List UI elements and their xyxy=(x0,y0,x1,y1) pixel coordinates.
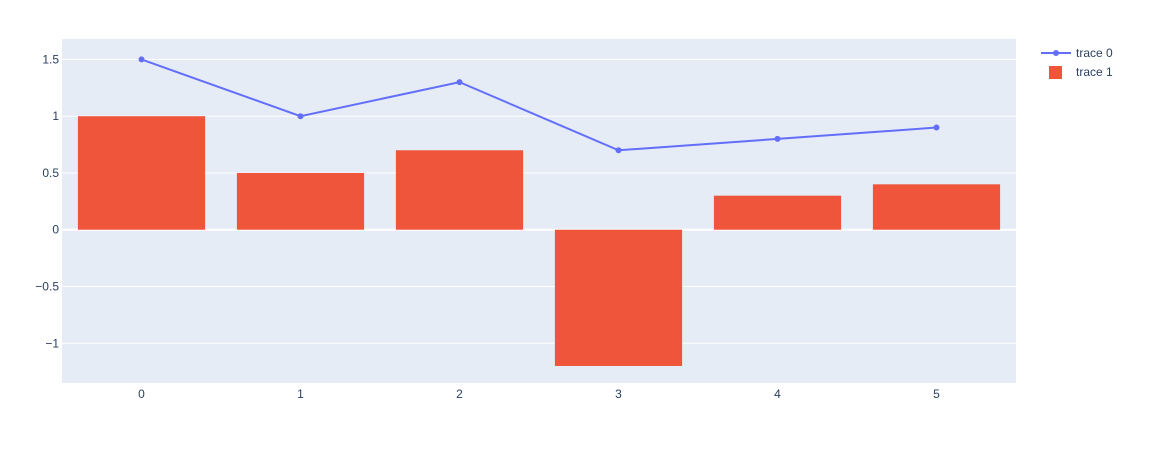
line-point xyxy=(774,135,781,142)
x-tick-label: 5 xyxy=(933,387,940,401)
legend-bar-swatch xyxy=(1049,66,1062,79)
line-point xyxy=(297,113,304,120)
y-tick-label: −0.5 xyxy=(35,279,59,293)
line-series xyxy=(138,56,940,154)
bar-series xyxy=(77,116,1001,366)
x-tick-label: 4 xyxy=(774,387,781,401)
y-tick-label: 1 xyxy=(52,109,59,123)
y-tick-label: −1 xyxy=(45,336,59,350)
x-tick-label: 2 xyxy=(456,387,463,401)
line-point xyxy=(615,147,622,154)
bar xyxy=(713,195,842,230)
y-tick-label: 1.5 xyxy=(42,52,59,66)
line-point xyxy=(933,124,940,131)
legend[interactable]: trace 0 trace 1 xyxy=(1041,46,1113,79)
legend-item-trace-1[interactable]: trace 1 xyxy=(1049,65,1113,79)
y-tick-label: 0.5 xyxy=(42,166,59,180)
legend-marker-swatch xyxy=(1053,50,1059,56)
legend-label: trace 0 xyxy=(1076,46,1113,60)
y-tick-label: 0 xyxy=(52,223,59,237)
bar xyxy=(77,116,206,230)
x-tick-label: 1 xyxy=(297,387,304,401)
line-point xyxy=(456,79,463,86)
line-point xyxy=(138,56,145,63)
bar xyxy=(554,229,683,366)
bar xyxy=(395,150,524,230)
legend-item-trace-0[interactable]: trace 0 xyxy=(1041,46,1113,60)
bar xyxy=(236,172,365,230)
bar xyxy=(872,184,1001,230)
plot-area xyxy=(62,39,1016,383)
legend-label: trace 1 xyxy=(1076,65,1113,79)
x-tick-label: 0 xyxy=(138,387,145,401)
series-line xyxy=(141,58,937,152)
x-tick-label: 3 xyxy=(615,387,622,401)
axes: 1.5 1 0.5 0 −0.5 −1 0 1 2 3 4 5 xyxy=(35,52,940,401)
